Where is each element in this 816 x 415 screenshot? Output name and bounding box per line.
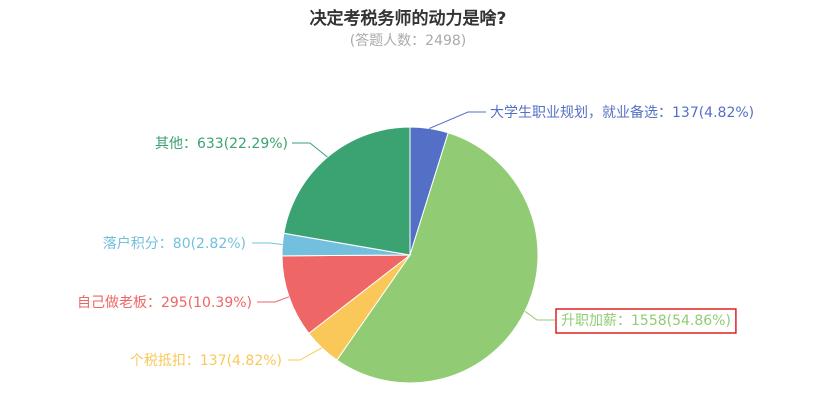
slice-label-4: 落户积分：80(2.82%) bbox=[103, 235, 246, 252]
slice-label-3: 自己做老板：295(10.39%) bbox=[77, 295, 252, 311]
leader-line-4 bbox=[252, 242, 283, 245]
pie-slices bbox=[281, 126, 539, 384]
leader-line-2 bbox=[288, 347, 323, 361]
leader-line-0 bbox=[429, 111, 486, 129]
leader-line-5 bbox=[292, 142, 328, 158]
chart-subtitle: (答题人数：2498) bbox=[349, 33, 467, 49]
chart-title: 决定考税务师的动力是啥? bbox=[309, 9, 507, 29]
pie-slice-3[interactable] bbox=[281, 254, 412, 335]
pie-labels: 大学生职业规划，就业备选：137(4.82%) 升职加薪：1558(54.86%)… bbox=[77, 104, 754, 369]
slice-label-2: 个税抵扣：137(4.82%) bbox=[130, 353, 282, 369]
pie-slice-1[interactable] bbox=[336, 132, 539, 384]
leader-line-3 bbox=[257, 296, 290, 303]
slice-label-1: 升职加薪：1558(54.86%) bbox=[561, 313, 731, 329]
leader-line-1 bbox=[524, 310, 555, 321]
pie-slice-5[interactable] bbox=[283, 126, 411, 256]
slice-label-0: 大学生职业规划，就业备选：137(4.82%) bbox=[490, 104, 754, 121]
slice-label-5: 其他：633(22.29%) bbox=[155, 136, 288, 152]
highlight-box bbox=[555, 308, 737, 334]
